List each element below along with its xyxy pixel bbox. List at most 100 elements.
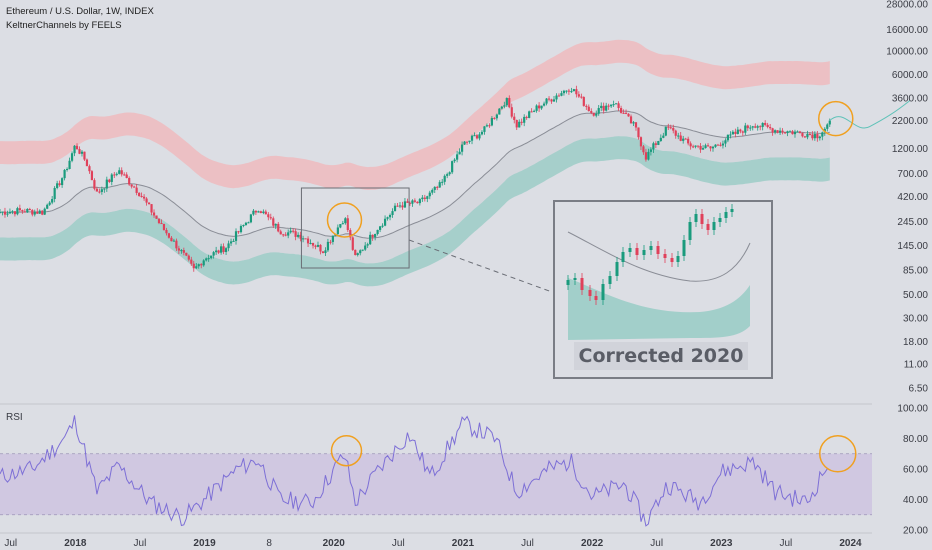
candle-body <box>719 144 722 146</box>
candle-body <box>515 119 518 128</box>
candle-body <box>537 105 541 109</box>
candle-body <box>595 113 598 116</box>
candle-body <box>388 215 392 218</box>
candle-body <box>550 99 553 102</box>
candle-body <box>612 104 615 106</box>
candle-body <box>754 126 757 128</box>
rsi-axis[interactable]: 100.00 80.00 60.00 40.00 20.00 <box>897 404 928 537</box>
price-tick-label: 10000.00 <box>886 47 928 58</box>
candle-body <box>147 202 151 205</box>
candle-body <box>798 131 802 134</box>
candle-body <box>503 105 506 107</box>
candle-body <box>157 218 161 224</box>
candle-body <box>284 234 287 236</box>
price-candles[interactable] <box>0 85 831 272</box>
candle-body <box>774 130 777 133</box>
candle-body <box>443 175 446 182</box>
price-tick-label: 16000.00 <box>886 25 928 36</box>
candle-body <box>677 135 680 137</box>
candle-body <box>565 90 568 92</box>
candle-body <box>28 208 31 211</box>
candle-body <box>709 146 712 149</box>
candle-body <box>369 234 372 245</box>
candle-body <box>510 107 513 117</box>
inset-candle <box>676 256 680 262</box>
candle-body <box>711 146 715 149</box>
inset-candle <box>724 212 728 218</box>
candle-body <box>520 121 523 123</box>
candle-body <box>470 135 474 141</box>
candle-body <box>634 122 638 128</box>
candle-body <box>195 266 198 269</box>
candle-body <box>456 154 459 160</box>
candle-body <box>706 145 710 147</box>
candle-body <box>731 131 734 135</box>
candle-body <box>321 251 325 253</box>
candle-body <box>38 210 41 214</box>
candle-body <box>664 126 667 136</box>
price-tick-label: 3600.00 <box>892 94 929 105</box>
candle-body <box>478 134 481 139</box>
candle-body <box>562 90 566 94</box>
price-tick-label: 700.00 <box>897 169 928 180</box>
candle-body <box>224 248 228 253</box>
candle-body <box>48 202 51 205</box>
candle-body <box>180 250 183 252</box>
candle-body <box>138 192 141 196</box>
candle-body <box>234 231 238 241</box>
candle-body <box>533 110 536 112</box>
candle-body <box>629 116 633 124</box>
time-axis[interactable]: Jul 2018 Jul 2019 8 2020 Jul 2021 Jul 2022 Jul 2023… <box>0 532 872 549</box>
candle-body <box>741 131 744 133</box>
candle-body <box>421 197 424 200</box>
candle-body <box>329 241 332 243</box>
candle-body <box>145 198 148 203</box>
candle-body <box>796 131 799 133</box>
candle-body <box>682 138 685 141</box>
candle-body <box>600 105 603 109</box>
candle-body <box>662 135 665 138</box>
projection-curve <box>829 100 911 129</box>
inset-lower-band <box>568 278 750 340</box>
inset-candle <box>688 222 692 240</box>
candle-body <box>314 245 317 247</box>
candle-body <box>637 127 640 138</box>
candle-body <box>826 124 829 129</box>
candle-body <box>100 189 103 192</box>
candle-body <box>751 126 754 128</box>
candle-body <box>585 105 588 107</box>
candle-body <box>364 245 367 250</box>
candle-body <box>396 205 399 207</box>
candle-body <box>619 108 623 113</box>
candle-body <box>577 94 580 97</box>
candle-body <box>205 258 208 261</box>
candle-body <box>391 211 394 216</box>
candle-body <box>644 152 648 160</box>
candle-body <box>80 151 84 154</box>
candle-body <box>36 211 39 214</box>
candle-body <box>669 127 672 129</box>
price-tick-label: 2200.00 <box>892 116 929 127</box>
candle-body <box>247 222 250 224</box>
candle-body <box>316 244 320 247</box>
price-axis[interactable]: 28000.00 16000.00 10000.00 6000.00 3600.00 22… <box>886 0 928 395</box>
candle-body <box>331 235 335 242</box>
candle-body <box>264 211 267 215</box>
candle-body <box>182 250 185 253</box>
candle-body <box>756 126 759 128</box>
candle-body <box>451 161 454 173</box>
candle-body <box>289 230 292 233</box>
candle-body <box>480 131 484 135</box>
inset-candle <box>621 252 625 262</box>
candle-body <box>133 186 136 188</box>
candle-body <box>428 192 431 197</box>
candle-body <box>721 143 725 146</box>
candle-body <box>172 240 176 242</box>
candle-body <box>590 111 593 113</box>
candle-body <box>572 89 575 92</box>
highlight-box-2020 <box>300 187 410 269</box>
inset-label: Corrected 2020 <box>579 345 744 367</box>
candle-body <box>525 116 528 118</box>
price-tick-label: 28000.00 <box>886 0 928 11</box>
candle-body <box>791 131 794 135</box>
